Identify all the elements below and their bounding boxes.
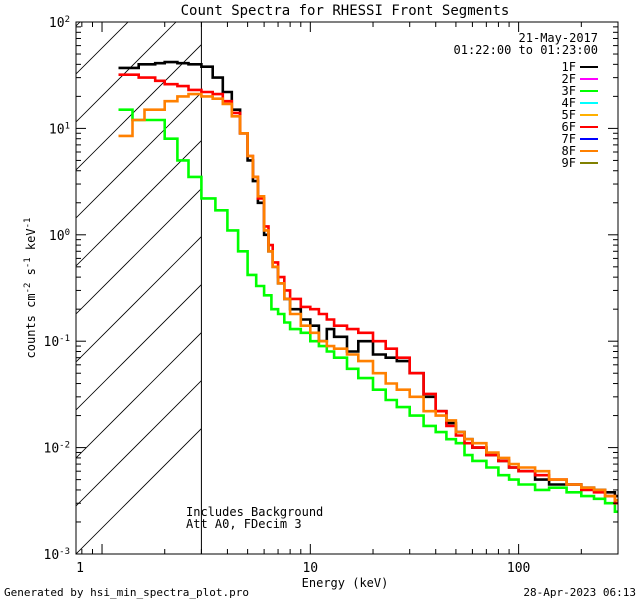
footer-timestamp: 28-Apr-2023 06:13 bbox=[523, 586, 636, 599]
hatch-line bbox=[76, 380, 202, 507]
legend-label-6F: 6F bbox=[562, 120, 576, 134]
legend-label-2F: 2F bbox=[562, 72, 576, 86]
legend-label-9F: 9F bbox=[562, 156, 576, 170]
y-axis-label: counts cm-2 s-1 keV-1 bbox=[23, 218, 38, 359]
footer-generated-by: Generated by hsi_min_spectra_plot.pro bbox=[4, 586, 249, 599]
series-8F bbox=[118, 92, 618, 502]
x-tick-label: 10 bbox=[302, 561, 318, 576]
y-tick-label: 100 bbox=[49, 228, 70, 244]
legend-label-4F: 4F bbox=[562, 96, 576, 110]
chart-title: Count Spectra for RHESSI Front Segments bbox=[181, 3, 510, 19]
plot-frame bbox=[75, 21, 619, 555]
legend-label-1F: 1F bbox=[562, 60, 576, 74]
y-tick-label: 10-2 bbox=[44, 441, 71, 457]
hatch-line bbox=[76, 92, 202, 219]
hatch-line bbox=[76, 44, 202, 171]
y-tick-label: 10-1 bbox=[44, 334, 71, 350]
x-tick-label: 100 bbox=[507, 561, 530, 576]
legend-label-3F: 3F bbox=[562, 84, 576, 98]
date-label: 21-May-2017 bbox=[519, 31, 598, 45]
series-3F bbox=[118, 108, 618, 513]
x-tick-label-1: 1 bbox=[76, 561, 84, 576]
y-tick-label: 101 bbox=[49, 121, 70, 137]
legend-label-8F: 8F bbox=[562, 144, 576, 158]
x-axis-label: Energy (keV) bbox=[302, 576, 389, 590]
x-tick-labels: 10 100 bbox=[302, 561, 530, 576]
hatch-line bbox=[76, 428, 202, 554]
hatched-region bbox=[76, 22, 202, 554]
hatch-line bbox=[76, 236, 202, 363]
series-layer bbox=[118, 60, 618, 513]
legend-label-5F: 5F bbox=[562, 108, 576, 122]
y-tick-labels: 102 101 100 10-1 10-2 10-3 bbox=[44, 15, 71, 563]
hatch-line bbox=[76, 140, 202, 267]
hatch-line bbox=[76, 284, 202, 411]
hatch-line bbox=[76, 332, 202, 459]
legend-label-7F: 7F bbox=[562, 132, 576, 146]
y-tick-label: 10-3 bbox=[44, 547, 71, 563]
hatch-line bbox=[76, 188, 202, 315]
time-range-label: 01:22:00 to 01:23:00 bbox=[454, 43, 599, 57]
annotation-attenuator: Att A0, FDecim 3 bbox=[186, 517, 302, 531]
axis-ticks bbox=[76, 22, 619, 555]
annotation-background: Includes Background bbox=[186, 505, 323, 519]
y-tick-label: 102 bbox=[49, 15, 70, 31]
